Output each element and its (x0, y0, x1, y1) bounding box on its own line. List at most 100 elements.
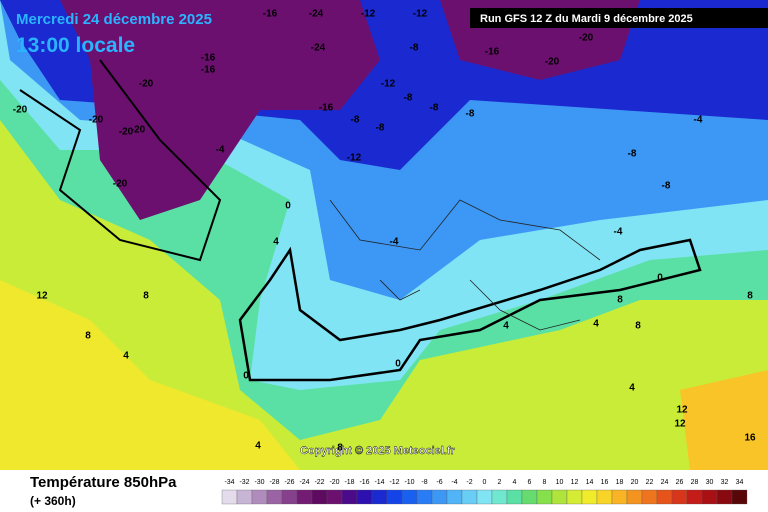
contour-label: 8 (617, 295, 623, 306)
contour-label: -8 (662, 181, 671, 192)
scale-label: -14 (374, 479, 384, 486)
scale-swatch (476, 489, 493, 505)
color-scale: -34 -32 -30 -28 -26 -24 -22 -20 -18 -16 -14 -12 -10-… (221, 479, 748, 505)
scale-label: -20 (329, 479, 339, 486)
warm-zone (0, 280, 300, 470)
scale-swatch (506, 489, 523, 505)
contour-label: 4 (593, 319, 599, 330)
scale-label: -22 (314, 479, 324, 486)
scale-swatch (596, 489, 613, 505)
scale-swatch (581, 489, 598, 505)
scale-label: 28 (691, 479, 699, 486)
scale-label: 8 (543, 479, 547, 486)
contour-label: 4 (629, 383, 635, 394)
contour-label: 12 (36, 291, 48, 302)
contour-label: -20 (89, 115, 104, 126)
scale-swatch (236, 489, 253, 505)
scale-label: 12 (571, 479, 579, 486)
scale-label: 6 (528, 479, 532, 486)
scale-label: 30 (706, 479, 714, 486)
contour-label: -16 (201, 53, 216, 64)
scale-swatch (551, 489, 568, 505)
scale-label: -34 (224, 479, 234, 486)
scale-label: -2 (466, 479, 472, 486)
arctic-zone (60, 0, 380, 220)
scale-label: -28 (269, 479, 279, 486)
scale-swatch (311, 489, 328, 505)
run-box (470, 8, 768, 28)
scale-label: 0 (483, 479, 487, 486)
contour-label: 8 (85, 331, 91, 342)
contour-label: -8 (404, 93, 413, 104)
time-label: 13:00 locale (16, 34, 135, 57)
scale-swatch (446, 489, 463, 505)
contour-label: 12 (676, 405, 688, 416)
contour-label: 16 (744, 433, 756, 444)
contour-label: -24 (309, 9, 324, 20)
scale-label: -26 (284, 479, 294, 486)
scale-swatch (731, 489, 748, 505)
scale-swatch (461, 489, 478, 505)
scale-label: 14 (586, 479, 594, 486)
contour-label: 0 (243, 371, 249, 382)
contour-label: 8 (747, 291, 753, 302)
contour-label: -8 (628, 149, 637, 160)
scale-label: -16 (359, 479, 369, 486)
date-label: Mercredi 24 décembre 2025 (16, 11, 212, 28)
contour-label: -8 (410, 43, 419, 54)
contour-label: -16 (201, 65, 216, 76)
contour-label: -20 (545, 57, 560, 68)
contour-label: -8 (466, 109, 475, 120)
footer-title: Température 850hPa (30, 474, 177, 491)
contour-label: -4 (216, 145, 225, 156)
scale-swatch (266, 489, 283, 505)
scale-swatch (491, 489, 508, 505)
zero-isotherm (238, 238, 702, 382)
scale-swatch (716, 489, 733, 505)
scale-swatch (431, 489, 448, 505)
scale-swatch (566, 489, 583, 505)
contour-label: -16 (263, 9, 278, 20)
run-label: Run GFS 12 Z du Mardi 9 décembre 2025 (480, 13, 693, 25)
contour-label: -8 (376, 123, 385, 134)
contour-label: -20 (139, 79, 154, 90)
scale-swatch (536, 489, 553, 505)
warm-zone (680, 370, 768, 470)
scale-swatch (686, 489, 703, 505)
copyright: Copyright © 2025 Meteociel.fr (300, 445, 456, 457)
scale-label: 32 (721, 479, 729, 486)
scale-swatch (326, 489, 343, 505)
scale-swatch (611, 489, 628, 505)
contour-label: -8 (351, 115, 360, 126)
contour-label: 4 (123, 351, 129, 362)
contour-label: 0 (657, 273, 663, 284)
contour-label: -16 (485, 47, 500, 58)
contour-label: -4 (694, 115, 703, 126)
scale-swatch (656, 489, 673, 505)
scale-label: 16 (601, 479, 609, 486)
scale-label: 20 (631, 479, 639, 486)
scale-label: -32 (239, 479, 249, 486)
contour-label: -4 (390, 237, 399, 248)
scale-swatch (356, 489, 373, 505)
scale-swatch (281, 489, 298, 505)
contour-label: 12 (674, 419, 686, 430)
scale-swatch (341, 489, 358, 505)
scale-label: -18 (344, 479, 354, 486)
contour-label: 0 (395, 359, 401, 370)
contour-label: -20 (13, 105, 28, 116)
contour-label: 4 (273, 237, 279, 248)
scale-label: 26 (676, 479, 684, 486)
contour-label: 4 (255, 441, 261, 452)
contour-label: -24 (311, 43, 326, 54)
contour-label: 8 (337, 443, 343, 454)
scale-label: 22 (646, 479, 654, 486)
scale-label: 2 (498, 479, 502, 486)
contour-label: 8 (635, 321, 641, 332)
coastline (329, 199, 601, 331)
scale-swatch (296, 489, 313, 505)
scale-swatch (626, 489, 643, 505)
scale-swatch (221, 489, 238, 505)
scale-label: -24 (299, 479, 309, 486)
